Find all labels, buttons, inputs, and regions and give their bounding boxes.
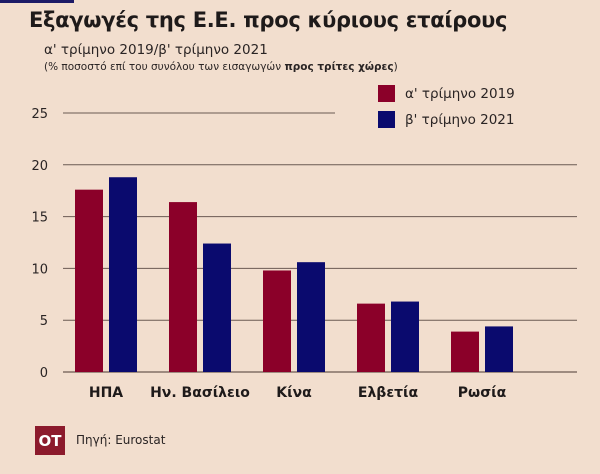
y-tick-label: 15 bbox=[31, 211, 48, 226]
x-axis-labels: ΗΠΑ Ην. Βασίλειο Κίνα Ελβετία Ρωσία bbox=[89, 385, 507, 401]
x-category-label: ΗΠΑ bbox=[89, 385, 123, 401]
note-bold: προς τρίτες χώρες bbox=[284, 61, 394, 73]
y-axis-ticks: 0 5 10 15 20 25 bbox=[31, 107, 48, 381]
y-tick-label: 5 bbox=[40, 314, 48, 329]
source-label: Πηγή: Eurostat bbox=[76, 433, 166, 447]
y-tick-label: 10 bbox=[31, 262, 48, 277]
y-tick-label: 20 bbox=[31, 159, 48, 174]
bar-2021 bbox=[297, 262, 325, 372]
legend-swatch-2019 bbox=[378, 85, 395, 102]
header-accent-bar bbox=[0, 0, 74, 3]
note-prefix: (% ποσοστό επί του συνόλου των εισαγωγών bbox=[44, 61, 285, 73]
bar-2021 bbox=[203, 243, 231, 372]
x-category-label: Ελβετία bbox=[358, 385, 419, 401]
chart-title: Εξαγωγές της Ε.Ε. προς κύριους εταίρους bbox=[29, 8, 508, 32]
legend-label-2021: β' τρίμηνο 2021 bbox=[405, 112, 514, 128]
y-tick-label: 0 bbox=[40, 366, 48, 381]
chart-subtitle: α' τρίμηνο 2019/β' τρίμηνο 2021 bbox=[44, 42, 268, 58]
legend: α' τρίμηνο 2019 β' τρίμηνο 2021 bbox=[378, 85, 515, 128]
ot-logo: ΟΤ bbox=[35, 426, 65, 455]
note-suffix: ) bbox=[393, 61, 398, 73]
bar-2021 bbox=[109, 177, 137, 372]
bar-2019 bbox=[263, 270, 291, 372]
x-category-label: Κίνα bbox=[276, 385, 312, 401]
bar-2019 bbox=[357, 303, 385, 372]
chart-note: (% ποσοστό επί του συνόλου των εισαγωγών… bbox=[44, 61, 398, 73]
bar-2021 bbox=[391, 301, 419, 372]
legend-label-2019: α' τρίμηνο 2019 bbox=[405, 86, 515, 102]
bar-2019 bbox=[451, 331, 479, 372]
bar-2021 bbox=[485, 326, 513, 372]
bar-2019 bbox=[75, 189, 103, 372]
legend-swatch-2021 bbox=[378, 111, 395, 128]
y-tick-label: 25 bbox=[31, 107, 48, 122]
bars bbox=[75, 177, 513, 372]
bar-2019 bbox=[169, 202, 197, 372]
x-category-label: Ρωσία bbox=[458, 385, 507, 401]
x-category-label: Ην. Βασίλειο bbox=[150, 385, 250, 401]
